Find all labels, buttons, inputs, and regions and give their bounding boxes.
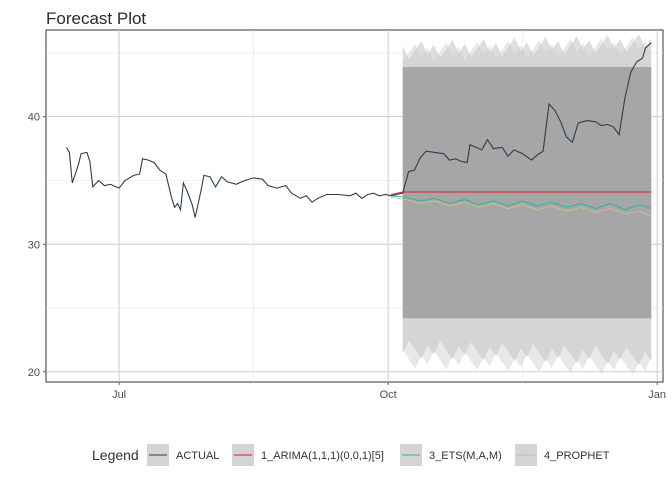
x-tick-label: Oct xyxy=(380,389,397,401)
series-line xyxy=(66,42,652,218)
legend: Legend ACTUAL 1_ARIMA(1,1,1)(0,0,1)[5] 3_ET… xyxy=(92,444,610,466)
x-tick-label: Jan xyxy=(648,389,666,401)
legend-label: 4_PROPHET xyxy=(544,450,610,462)
y-tick-label: 30 xyxy=(28,239,40,251)
y-tick-label: 40 xyxy=(28,112,40,124)
legend-label: ACTUAL xyxy=(176,450,219,462)
y-axis: 20 30 40 xyxy=(28,112,46,379)
series-lines xyxy=(66,42,652,218)
confidence-band xyxy=(402,66,652,319)
x-axis: Jul Oct Jan xyxy=(112,382,666,401)
legend-label: 1_ARIMA(1,1,1)(0,0,1)[5] xyxy=(261,450,384,462)
series-line xyxy=(391,195,652,211)
chart-title: Forecast Plot xyxy=(46,9,146,28)
series-line xyxy=(391,196,652,217)
legend-title: Legend xyxy=(92,447,139,463)
y-tick-label: 20 xyxy=(28,367,40,379)
x-tick-label: Jul xyxy=(112,389,126,401)
legend-label: 3_ETS(M,A,M) xyxy=(429,450,502,462)
